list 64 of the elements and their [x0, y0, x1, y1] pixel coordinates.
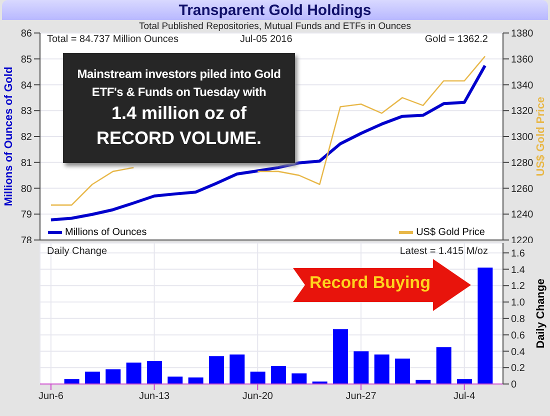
bar [64, 379, 80, 384]
bar [354, 351, 369, 384]
x-tick-label: Jul-4 [454, 391, 476, 402]
annotation: Mainstream investors piled into Gold ETF's & Funds on Tuesday with [76, 66, 282, 101]
legend-label: US$ Gold Price [416, 227, 485, 238]
y2-tick-label: 0.8 [511, 314, 526, 325]
y2-axis-title: Daily Change [535, 278, 547, 348]
bar [146, 361, 162, 384]
x-tick-label: Jun-6 [38, 391, 64, 402]
y-tick-label: 81 [20, 158, 32, 169]
bar [457, 379, 472, 384]
x-tick-label: Jun-27 [346, 391, 377, 402]
legend-label: Millions of Ounces [65, 227, 147, 238]
x-tick-label: Jun-20 [242, 391, 274, 402]
y2-tick-label: 0.4 [511, 346, 526, 358]
y2-tick-label: 0.6 [511, 330, 526, 342]
y2-tick-label: 1260 [511, 184, 534, 195]
annotation: 1.4 million oz of RECORD VOLUME. [95, 102, 262, 150]
bar [270, 366, 286, 384]
bar [332, 329, 348, 384]
annotation: Total = 84.737 Million Ounces [47, 34, 178, 45]
y-tick-label: 82 [20, 132, 32, 144]
y-tick-label: 86 [20, 28, 32, 40]
chart-title: Transparent Gold Holdings [0, 2, 550, 19]
bar [230, 354, 245, 384]
y2-tick-label: 1360 [511, 54, 534, 66]
annotation: Record Buying [308, 273, 432, 293]
x-tick-label: Jun-13 [139, 391, 170, 402]
y-tick-label: 80 [20, 184, 32, 195]
y2-tick-label: 1.4 [511, 264, 526, 276]
bar [374, 354, 390, 384]
bar [126, 362, 142, 384]
bar [168, 376, 183, 384]
y2-tick-label: 1280 [511, 158, 534, 169]
y2-tick-label: 1340 [511, 80, 534, 92]
y2-tick-label: 1320 [511, 106, 534, 118]
y2-tick-label: 0.2 [511, 363, 526, 374]
y2-tick-label: 0 [511, 380, 517, 391]
bar [84, 372, 100, 384]
bar [292, 373, 307, 384]
chart-subtitle: Total Published Repositories, Mutual Funds and ETFs in Ounces [139, 21, 411, 32]
y2-tick-label: 1.6 [511, 248, 526, 260]
annotation: Latest = 1.415 M/oz [400, 246, 488, 257]
y-tick-label: 85 [20, 54, 32, 66]
y2-tick-label: 1300 [511, 132, 534, 144]
bar [395, 358, 410, 384]
y-tick-label: 84 [20, 80, 32, 92]
y-tick-label: 83 [20, 106, 32, 118]
bar [436, 347, 452, 384]
y2-tick-label: 1.2 [511, 281, 526, 292]
annotation: Daily Change [47, 246, 108, 257]
annotation: Jul-05 2016 [240, 34, 292, 45]
bar [188, 377, 204, 384]
y2-tick-label: 1240 [511, 210, 534, 221]
annotation: Gold = 1362.2 [424, 34, 488, 45]
bar [250, 372, 266, 384]
y2-tick-label: 1.0 [511, 298, 526, 309]
y-axis-title: Millions of Ounces of Gold [3, 66, 15, 206]
bar [106, 369, 121, 384]
y2-tick-label: 1380 [511, 28, 534, 40]
bar [478, 268, 493, 384]
y-tick-label: 79 [20, 210, 32, 221]
bar [208, 356, 224, 384]
y2-axis-title: US$ Gold Price [535, 96, 547, 176]
